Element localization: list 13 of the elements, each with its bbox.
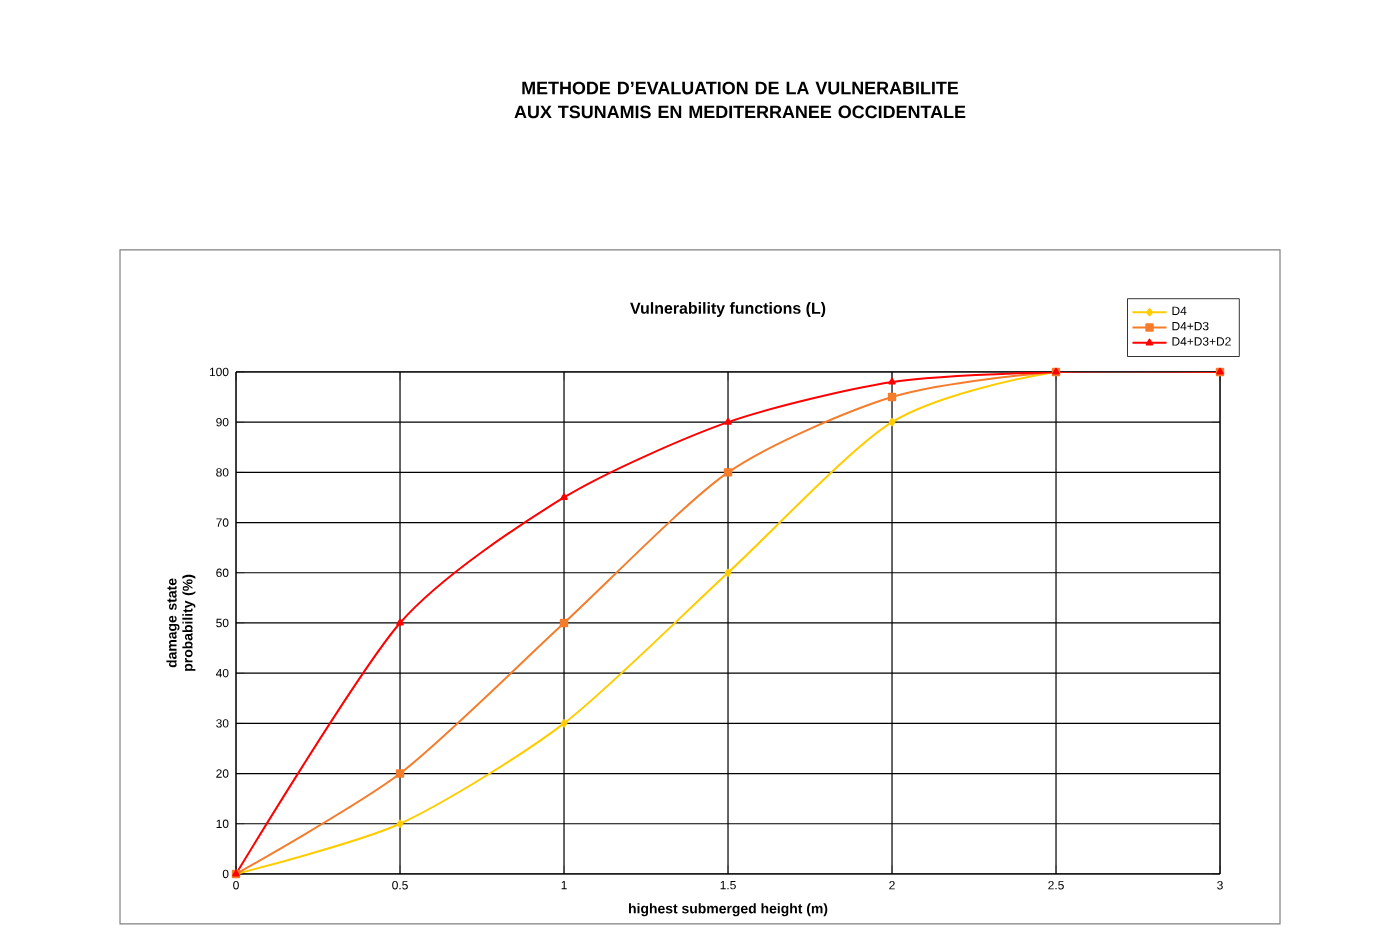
point: [724, 417, 732, 425]
point: [887, 392, 897, 402]
point: [723, 468, 733, 477]
text: METHODE D’EVALUATION DE LA VULNERABILITE AUX TSUNAMIS EN MEDITERRANEE OCCIDENTALE: [514, 81, 966, 119]
point: [724, 568, 732, 577]
point: [396, 618, 404, 626]
point: [559, 618, 569, 628]
point: [560, 719, 568, 728]
point: [560, 493, 568, 501]
point: [396, 819, 404, 828]
point: [395, 769, 405, 778]
point: [888, 377, 896, 385]
point: [888, 417, 896, 427]
